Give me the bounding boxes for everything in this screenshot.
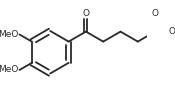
- Text: MeO: MeO: [0, 30, 19, 39]
- Text: MeO: MeO: [0, 65, 19, 74]
- Text: O: O: [82, 9, 89, 18]
- Text: O: O: [152, 9, 159, 18]
- Text: OH: OH: [169, 27, 175, 36]
